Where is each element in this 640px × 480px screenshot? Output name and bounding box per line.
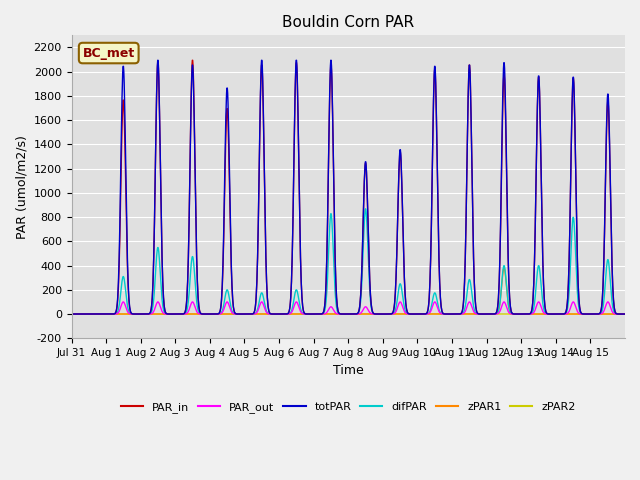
Y-axis label: PAR (umol/m2/s): PAR (umol/m2/s) bbox=[15, 135, 28, 239]
Title: Bouldin Corn PAR: Bouldin Corn PAR bbox=[282, 15, 414, 30]
Text: BC_met: BC_met bbox=[83, 47, 135, 60]
X-axis label: Time: Time bbox=[333, 363, 364, 376]
Legend: PAR_in, PAR_out, totPAR, difPAR, zPAR1, zPAR2: PAR_in, PAR_out, totPAR, difPAR, zPAR1, … bbox=[116, 398, 580, 418]
